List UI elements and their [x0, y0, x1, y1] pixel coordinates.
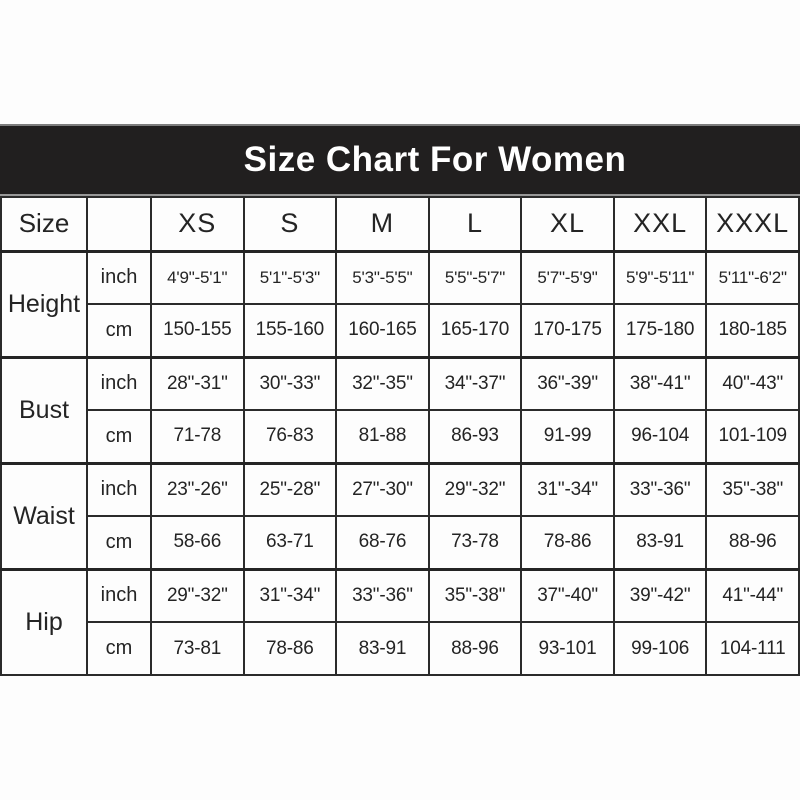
table-cell: 155-160: [242, 303, 338, 358]
table-cell: 86-93: [427, 409, 523, 464]
table-cell: 160-165: [335, 303, 430, 358]
unit-column-header: [86, 196, 152, 252]
size-corner-header: Size: [0, 196, 88, 252]
table-cell: 78-86: [242, 621, 338, 676]
table-cell: 170-175: [520, 303, 615, 358]
unit-cell-inch: inch: [86, 249, 152, 305]
size-chart-table: Size XS S M L XL XXL XXXL Height inch 4'…: [0, 196, 800, 676]
row-label-hip: Hip: [0, 567, 88, 676]
table-cell: 4'9"-5'1": [150, 249, 245, 305]
table-cell: 33"-36": [335, 567, 430, 623]
table-cell: 101-109: [705, 409, 800, 464]
table-cell: 25"-28": [242, 461, 338, 517]
table-cell: 34"-37": [427, 355, 523, 411]
table-cell: 81-88: [335, 409, 430, 464]
bust-cm-row: cm 71-78 76-83 81-88 86-93 91-99 96-104 …: [1, 409, 800, 464]
table-cell: 83-91: [612, 515, 708, 570]
row-label-bust: Bust: [0, 355, 88, 464]
column-header-xxxl: XXXL: [705, 196, 800, 252]
table-cell: 5'3"-5'5": [335, 249, 430, 305]
table-cell: 23"-26": [150, 461, 245, 517]
table-cell: 31"-34": [242, 567, 338, 623]
table-cell: 5'5"-5'7": [427, 249, 523, 305]
table-cell: 32"-35": [335, 355, 430, 411]
table-cell: 41"-44": [705, 567, 800, 623]
column-header-xxl: XXL: [612, 196, 708, 252]
table-cell: 88-96: [427, 621, 523, 676]
table-cell: 99-106: [612, 621, 708, 676]
table-cell: 175-180: [612, 303, 708, 358]
table-cell: 35"-38": [705, 461, 800, 517]
column-header-s: S: [242, 196, 338, 252]
table-cell: 30"-33": [242, 355, 338, 411]
unit-cell-cm: cm: [86, 303, 152, 358]
unit-cell-inch: inch: [86, 567, 152, 623]
table-cell: 37"-40": [520, 567, 615, 623]
page-title: Size Chart For Women: [243, 140, 627, 179]
table-cell: 5'11"-6'2": [705, 249, 800, 305]
unit-cell-cm: cm: [86, 409, 152, 464]
table-cell: 40"-43": [705, 355, 800, 411]
table-cell: 31"-34": [520, 461, 615, 517]
table-cell: 36"-39": [520, 355, 615, 411]
table-cell: 63-71: [242, 515, 338, 570]
unit-cell-inch: inch: [86, 355, 152, 411]
table-cell: 5'9"-5'11": [612, 249, 708, 305]
table-cell: 58-66: [150, 515, 245, 570]
table-cell: 83-91: [335, 621, 430, 676]
table-cell: 28"-31": [150, 355, 245, 411]
table-cell: 73-81: [150, 621, 245, 676]
table-cell: 93-101: [520, 621, 615, 676]
height-cm-row: cm 150-155 155-160 160-165 165-170 170-1…: [1, 303, 800, 358]
table-cell: 165-170: [427, 303, 523, 358]
table-cell: 180-185: [705, 303, 800, 358]
unit-cell-inch: inch: [86, 461, 152, 517]
table-cell: 33"-36": [612, 461, 708, 517]
column-header-m: M: [335, 196, 430, 252]
hip-inch-row: Hip inch 29"-32" 31"-34" 33"-36" 35"-38"…: [0, 567, 800, 676]
title-banner: Size Chart For Women: [0, 124, 800, 196]
table-cell: 39"-42": [612, 567, 708, 623]
unit-cell-cm: cm: [86, 621, 152, 676]
height-inch-row: Height inch 4'9"-5'1" 5'1"-5'3" 5'3"-5'5…: [0, 249, 800, 358]
hip-cm-row: cm 73-81 78-86 83-91 88-96 93-101 99-106…: [1, 621, 800, 676]
waist-inch-row: Waist inch 23"-26" 25"-28" 27"-30" 29"-3…: [0, 461, 800, 570]
table-cell: 88-96: [705, 515, 800, 570]
table-cell: 35"-38": [427, 567, 523, 623]
table-cell: 5'1"-5'3": [242, 249, 338, 305]
table-cell: 71-78: [150, 409, 245, 464]
waist-cm-row: cm 58-66 63-71 68-76 73-78 78-86 83-91 8…: [1, 515, 800, 570]
table-cell: 38"-41": [612, 355, 708, 411]
table-cell: 104-111: [705, 621, 800, 676]
table-cell: 96-104: [612, 409, 708, 464]
table-cell: 27"-30": [335, 461, 430, 517]
table-cell: 91-99: [520, 409, 615, 464]
column-header-xl: XL: [520, 196, 615, 252]
row-label-waist: Waist: [0, 461, 88, 570]
table-cell: 68-76: [335, 515, 430, 570]
column-header-xs: XS: [150, 196, 245, 252]
table-cell: 73-78: [427, 515, 523, 570]
table-cell: 150-155: [150, 303, 245, 358]
row-label-height: Height: [0, 249, 88, 358]
table-cell: 76-83: [242, 409, 338, 464]
unit-cell-cm: cm: [86, 515, 152, 570]
header-row: Size XS S M L XL XXL XXXL: [0, 196, 800, 252]
column-header-l: L: [427, 196, 523, 252]
table-cell: 5'7"-5'9": [520, 249, 615, 305]
table-cell: 78-86: [520, 515, 615, 570]
table-cell: 29"-32": [150, 567, 245, 623]
bust-inch-row: Bust inch 28"-31" 30"-33" 32"-35" 34"-37…: [0, 355, 800, 464]
table-cell: 29"-32": [427, 461, 523, 517]
